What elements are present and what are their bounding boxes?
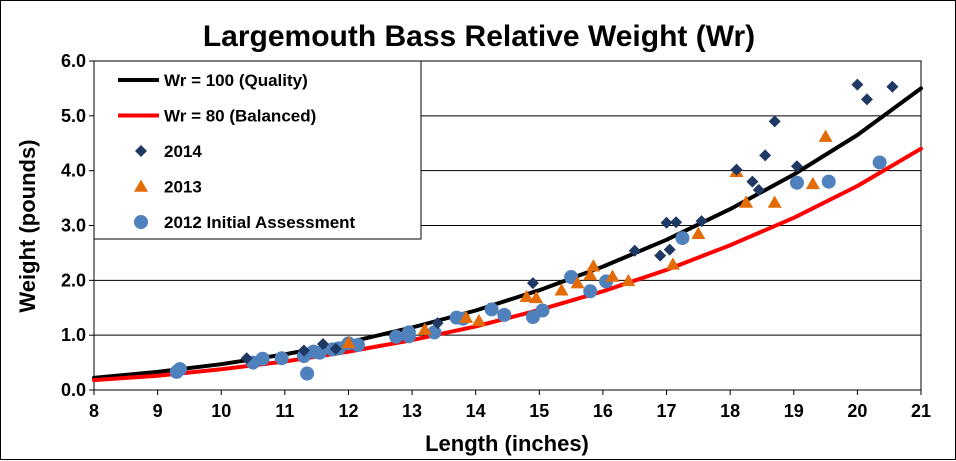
- data-point-circle: [351, 338, 366, 353]
- data-point-diamond: [526, 277, 539, 290]
- data-point-circle: [389, 329, 404, 344]
- x-tick-label: 20: [847, 401, 867, 421]
- data-point-diamond: [670, 216, 683, 229]
- data-point-circle: [484, 302, 499, 317]
- data-point-diamond: [329, 342, 342, 355]
- y-tick-label: 5.0: [61, 106, 86, 126]
- data-point-diamond: [790, 160, 803, 173]
- legend: Wr = 100 (Quality) Wr = 80 (Balanced) 2014…: [93, 60, 422, 240]
- x-tick-label: 16: [593, 401, 613, 421]
- data-point-circle: [427, 325, 442, 340]
- y-tick-label: 4.0: [61, 161, 86, 181]
- data-point-triangle: [471, 313, 486, 327]
- data-point-circle: [675, 231, 690, 246]
- data-point-triangle: [583, 267, 598, 281]
- data-point-triangle: [586, 259, 601, 272]
- y-tick-label: 1.0: [61, 325, 86, 345]
- data-point-triangle: [459, 310, 474, 323]
- data-point-diamond: [628, 244, 641, 257]
- data-point-circle: [255, 351, 270, 366]
- data-point-triangle: [529, 290, 544, 304]
- data-point-circle: [564, 270, 579, 285]
- x-tick-label: 11: [275, 401, 294, 421]
- y-tick-label: 2.0: [61, 270, 86, 290]
- x-axis-label: Length (inches): [425, 431, 589, 456]
- y-tick-label: 3.0: [61, 216, 86, 236]
- data-point-circle: [172, 362, 187, 377]
- data-point-triangle: [621, 273, 636, 287]
- series-line-0: [92, 86, 923, 380]
- y-tick-label: 0.0: [61, 380, 86, 400]
- y-axis-label: Weight (pounds): [15, 139, 40, 312]
- data-point-diamond: [663, 243, 676, 256]
- legend-box: [93, 60, 422, 240]
- y-tick-label: 6.0: [61, 51, 86, 71]
- data-point-diamond: [860, 93, 873, 106]
- data-point-diamond: [768, 115, 781, 128]
- data-point-diamond: [654, 249, 667, 262]
- data-point-circle: [401, 325, 416, 340]
- legend-marker-diamond: [135, 145, 147, 157]
- data-point-triangle: [665, 257, 680, 270]
- legend-marker-circle: [134, 215, 148, 229]
- data-point-diamond: [746, 175, 759, 188]
- x-tick-label: 21: [911, 401, 931, 421]
- data-point-circle: [497, 307, 512, 322]
- data-point-triangle: [605, 269, 620, 282]
- data-point-circle: [274, 351, 289, 366]
- data-points: [169, 78, 899, 381]
- legend-label: 2013: [164, 178, 202, 197]
- x-tick-label: 18: [720, 401, 740, 421]
- data-point-diamond: [759, 149, 772, 162]
- data-point-diamond: [752, 183, 765, 196]
- x-tick-label: 14: [466, 401, 486, 421]
- data-point-triangle: [691, 226, 706, 239]
- data-point-circle: [300, 366, 315, 381]
- data-point-diamond: [240, 352, 253, 365]
- x-tick-label: 19: [784, 401, 804, 421]
- data-point-diamond: [886, 80, 899, 93]
- data-point-triangle: [417, 322, 432, 335]
- data-point-circle: [872, 155, 887, 170]
- data-point-circle: [583, 284, 598, 299]
- data-point-triangle: [570, 276, 585, 289]
- data-point-diamond: [297, 344, 310, 357]
- x-tick-label: 9: [153, 401, 163, 421]
- data-point-triangle: [767, 195, 782, 208]
- data-point-triangle: [818, 129, 833, 142]
- data-point-diamond: [695, 215, 708, 228]
- x-tick-label: 10: [211, 401, 231, 421]
- x-tick-label: 17: [657, 401, 677, 421]
- data-point-circle: [789, 175, 804, 190]
- data-point-triangle: [554, 283, 569, 296]
- data-point-diamond: [660, 216, 673, 229]
- axes: 0.0 1.0 2.0 3.0 4.0 5.0 6.0 8 9 10 11 12 13 14 15 16 17 1…: [61, 51, 931, 421]
- legend-marker-triangle: [134, 179, 148, 192]
- data-point-triangle: [341, 335, 356, 349]
- x-tick-label: 12: [338, 401, 358, 421]
- chart-title: Largemouth Bass Relative Weight (Wr): [203, 20, 755, 53]
- legend-label: 2012 Initial Assessment: [164, 213, 356, 232]
- x-tick-label: 13: [402, 401, 422, 421]
- legend-label: Wr = 80 (Balanced): [164, 107, 316, 126]
- x-tick-label: 8: [89, 401, 99, 421]
- data-point-diamond: [851, 78, 864, 91]
- data-point-triangle: [739, 195, 754, 208]
- data-point-triangle: [519, 289, 534, 303]
- data-point-diamond: [317, 337, 330, 350]
- x-tick-label: 15: [529, 401, 549, 421]
- legend-label: Wr = 100 (Quality): [164, 71, 308, 90]
- data-point-triangle: [805, 176, 820, 190]
- data-point-diamond: [431, 317, 444, 330]
- legend-label: 2014: [164, 142, 202, 161]
- data-point-diamond: [730, 163, 743, 176]
- data-point-circle: [821, 174, 836, 189]
- data-point-circle: [535, 303, 550, 318]
